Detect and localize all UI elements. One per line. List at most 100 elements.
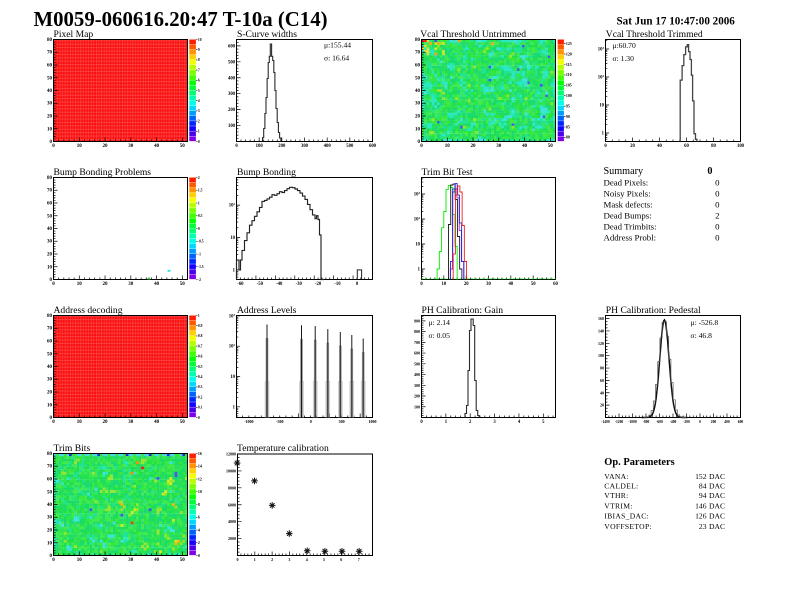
svg-text:146: 146 (695, 501, 707, 510)
svg-text:12000: 12000 (226, 452, 236, 457)
svg-text:40: 40 (415, 89, 421, 94)
svg-text:102: 102 (229, 202, 236, 209)
svg-text:103: 103 (229, 313, 236, 320)
svg-text:600: 600 (369, 144, 377, 149)
svg-text:60: 60 (415, 64, 421, 69)
svg-text:20: 20 (415, 115, 421, 120)
svg-text:40: 40 (154, 144, 160, 149)
svg-text:0: 0 (604, 144, 607, 149)
svg-text:0: 0 (715, 188, 720, 198)
svg-text:50: 50 (180, 420, 186, 425)
svg-text:120: 120 (566, 52, 572, 56)
svg-text:30: 30 (496, 144, 502, 149)
svg-text:0: 0 (52, 420, 55, 425)
svg-text:50: 50 (47, 214, 53, 219)
svg-text:6: 6 (340, 557, 342, 562)
svg-text:100: 100 (414, 404, 420, 409)
svg-text:20: 20 (47, 391, 53, 396)
svg-text:0: 0 (420, 420, 423, 425)
svg-text:140: 140 (598, 329, 604, 334)
svg-text:50: 50 (180, 558, 186, 563)
svg-text:4: 4 (306, 557, 308, 562)
svg-text:80: 80 (711, 144, 716, 149)
svg-text:-0.5: -0.5 (198, 240, 204, 244)
svg-text:20: 20 (103, 558, 109, 563)
svg-text:70: 70 (415, 51, 421, 56)
svg-text:10: 10 (230, 375, 235, 380)
svg-text:Noisy Pixels:: Noisy Pixels: (604, 188, 651, 198)
svg-text:85: 85 (566, 125, 570, 129)
svg-text:-1000: -1000 (244, 419, 253, 424)
svg-text:50: 50 (47, 490, 53, 495)
svg-text:Vcal Threshold Untrimmed: Vcal Threshold Untrimmed (420, 29, 526, 40)
svg-text:4: 4 (518, 420, 521, 425)
svg-text:23: 23 (699, 522, 707, 531)
svg-text:-20: -20 (315, 282, 322, 287)
svg-text:0: 0 (198, 227, 200, 231)
svg-text:30: 30 (47, 102, 53, 107)
svg-text:-60: -60 (237, 282, 244, 287)
svg-text:50: 50 (180, 282, 186, 287)
svg-text:VOFFSETOP:: VOFFSETOP: (604, 522, 652, 531)
svg-text:30: 30 (128, 282, 134, 287)
svg-text:10: 10 (77, 144, 83, 149)
svg-text:100: 100 (566, 94, 572, 98)
svg-text:80: 80 (415, 38, 421, 43)
svg-text:0: 0 (50, 140, 53, 145)
svg-text:4: 4 (198, 528, 200, 532)
svg-text:Trim Bits: Trim Bits (54, 443, 91, 454)
svg-text:0.8: 0.8 (198, 334, 203, 338)
svg-text:9: 9 (198, 48, 200, 52)
svg-text:300: 300 (228, 92, 236, 97)
svg-text:30: 30 (486, 282, 491, 287)
svg-text:40: 40 (154, 420, 160, 425)
svg-text:200: 200 (711, 420, 717, 424)
svg-text:IBIAS_DAC:: IBIAS_DAC: (604, 512, 649, 521)
svg-text:-1: -1 (198, 252, 201, 256)
svg-text:Mask defects:: Mask defects: (604, 199, 653, 209)
svg-text:50: 50 (47, 352, 53, 357)
svg-text:1: 1 (233, 268, 236, 273)
svg-text:Pixel Map: Pixel Map (54, 29, 94, 40)
svg-text:40: 40 (47, 227, 53, 232)
svg-text:Vcal Threshold Trimmed: Vcal Threshold Trimmed (606, 29, 703, 40)
svg-text:PH Calibration: Pedestal: PH Calibration: Pedestal (606, 305, 701, 316)
svg-text:3: 3 (493, 420, 496, 425)
svg-text:30: 30 (415, 102, 421, 107)
svg-text:40: 40 (47, 365, 53, 370)
svg-text:30: 30 (128, 420, 134, 425)
svg-text:50: 50 (47, 76, 53, 81)
svg-text:1: 1 (198, 130, 200, 134)
svg-text:1: 1 (602, 132, 605, 137)
svg-text:30: 30 (47, 240, 53, 245)
svg-text:μ:60.70: μ:60.70 (613, 41, 636, 50)
svg-text:0.6: 0.6 (198, 355, 203, 359)
svg-text:40: 40 (47, 503, 53, 508)
svg-text:80: 80 (600, 366, 604, 371)
svg-text:Dead Pixels:: Dead Pixels: (604, 177, 649, 187)
svg-text:70: 70 (47, 51, 53, 56)
svg-text:-2: -2 (198, 278, 201, 282)
svg-text:1: 1 (233, 405, 236, 410)
svg-text:0.7: 0.7 (198, 344, 203, 348)
svg-text:Temperature calibration: Temperature calibration (237, 443, 329, 454)
svg-text:-400: -400 (670, 420, 677, 424)
svg-text:20: 20 (103, 420, 109, 425)
svg-text:8: 8 (198, 58, 200, 62)
svg-text:200: 200 (278, 144, 286, 149)
svg-text:40: 40 (154, 282, 160, 287)
svg-text:0.2: 0.2 (198, 395, 203, 399)
svg-text:Bump Bonding Problems: Bump Bonding Problems (54, 167, 152, 178)
svg-text:0: 0 (198, 554, 200, 558)
svg-text:500: 500 (339, 419, 345, 424)
svg-text:-40: -40 (276, 282, 283, 287)
svg-text:0: 0 (715, 177, 720, 187)
svg-text:20: 20 (464, 282, 469, 287)
svg-text:60: 60 (47, 202, 53, 207)
svg-text:94: 94 (699, 491, 707, 500)
svg-text:1: 1 (418, 268, 421, 273)
svg-text:Address Probl:: Address Probl: (604, 232, 657, 242)
svg-text:20: 20 (630, 144, 635, 149)
svg-text:10: 10 (445, 144, 451, 149)
svg-text:2000: 2000 (228, 536, 236, 541)
